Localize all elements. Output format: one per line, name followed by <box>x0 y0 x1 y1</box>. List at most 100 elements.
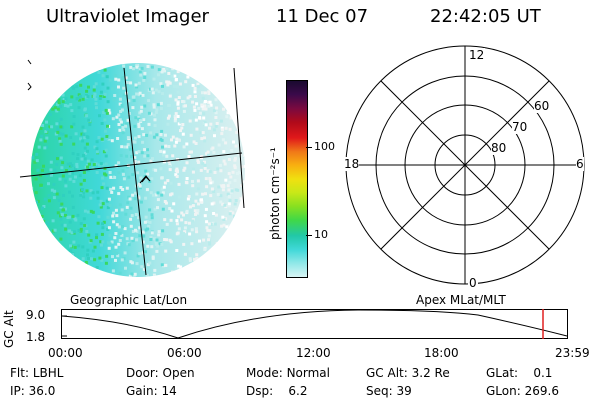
uv-pixel <box>114 232 118 235</box>
uv-pixel <box>201 131 205 135</box>
uv-pixel <box>130 272 134 276</box>
uv-pixel <box>91 210 95 214</box>
uv-pixel <box>225 245 229 249</box>
colorbar-tick <box>306 147 312 148</box>
uv-pixel <box>188 257 192 261</box>
uv-pixel <box>174 267 178 271</box>
status-gain: Gain: 14 <box>126 384 177 398</box>
uv-pixel <box>68 63 71 66</box>
lat-label-60: 60 <box>534 99 550 113</box>
uv-pixel <box>87 257 90 260</box>
uv-pixel <box>35 235 39 239</box>
uv-pixel <box>155 249 159 253</box>
uv-pixel <box>43 102 47 106</box>
uv-pixel <box>139 109 143 113</box>
uv-pixel <box>169 193 172 197</box>
uv-pixel <box>242 154 245 157</box>
uv-pixel <box>234 199 238 202</box>
uv-pixel <box>52 250 56 254</box>
uv-pixel <box>228 181 232 185</box>
uv-pixel <box>77 69 80 73</box>
uv-pixel <box>240 238 243 242</box>
uv-pixel <box>83 107 87 111</box>
uv-pixel <box>49 253 52 256</box>
uv-pixel <box>222 107 225 111</box>
uv-pixel <box>31 97 34 101</box>
uv-pixel <box>224 100 228 104</box>
uv-pixel <box>69 103 73 107</box>
uv-pixel <box>175 249 179 252</box>
uv-pixel <box>190 242 194 246</box>
uv-pixel <box>88 123 92 127</box>
uv-pixel <box>230 149 234 153</box>
uv-pixel <box>98 203 102 207</box>
uv-pixel <box>131 193 135 197</box>
uv-pixel <box>185 161 189 165</box>
uv-pixel <box>119 186 123 189</box>
uv-pixel <box>99 240 103 244</box>
uv-pixel <box>182 145 186 149</box>
uv-pixel <box>101 226 105 230</box>
uv-pixel <box>35 94 39 98</box>
uv-pixel <box>167 164 171 168</box>
uv-pixel <box>218 163 222 167</box>
uv-pixel <box>41 269 45 273</box>
uv-pixel <box>40 185 44 189</box>
uv-pixel <box>153 113 156 117</box>
uv-pixel <box>31 241 34 245</box>
uv-pixel <box>129 206 133 210</box>
uv-pixel <box>138 91 142 95</box>
uv-pixel <box>117 242 121 246</box>
uv-pixel <box>223 234 227 238</box>
uv-pixel <box>89 257 93 261</box>
uv-pixel <box>230 189 234 193</box>
uv-pixel <box>204 107 208 111</box>
uv-pixel <box>232 140 235 144</box>
uv-pixel <box>61 66 65 70</box>
uv-pixel <box>80 265 83 269</box>
uv-pixel <box>70 95 74 99</box>
uv-pixel <box>58 92 62 96</box>
uv-pixel <box>68 72 72 76</box>
uv-pixel <box>42 106 46 110</box>
uv-pixel <box>97 215 101 219</box>
uv-pixel <box>111 87 115 91</box>
lat-label-80: 80 <box>491 141 507 155</box>
uv-pixel <box>31 225 35 229</box>
uv-pixel <box>125 205 129 209</box>
uv-pixel <box>68 276 72 277</box>
time-tick-label: 06:00 <box>167 346 202 360</box>
uv-pixel <box>120 233 124 237</box>
uv-pixel <box>59 87 63 91</box>
uv-pixel <box>198 111 202 115</box>
uv-pixel <box>170 74 174 78</box>
uv-pixel <box>135 65 139 69</box>
uv-pixel <box>234 216 238 220</box>
uv-pixel <box>215 242 219 245</box>
uv-pixel <box>175 167 179 171</box>
uv-pixel <box>37 112 41 116</box>
uv-pixel <box>151 157 154 161</box>
uv-pixel <box>159 149 163 153</box>
uv-pixel <box>172 84 176 88</box>
uv-pixel <box>68 220 72 224</box>
uv-pixel <box>65 252 69 255</box>
uv-pixel <box>160 187 164 191</box>
uv-pixel <box>209 122 213 126</box>
uv-pixel <box>196 85 200 89</box>
uv-pixel <box>143 148 147 152</box>
uv-pixel <box>246 100 249 103</box>
uv-pixel <box>50 125 54 129</box>
uv-pixel <box>242 129 245 132</box>
uv-pixel <box>166 179 170 183</box>
uv-pixel <box>208 242 212 246</box>
uv-pixel <box>33 160 37 164</box>
status-gc-alt: GC Alt: 3.2 Re <box>366 366 450 380</box>
uv-pixel <box>213 222 217 226</box>
uv-pixel <box>175 175 179 178</box>
uv-pixel <box>153 124 157 128</box>
uv-pixel <box>138 119 142 123</box>
uv-pixel <box>55 109 59 113</box>
uv-pixel <box>35 215 39 219</box>
uv-pixel <box>181 132 185 136</box>
